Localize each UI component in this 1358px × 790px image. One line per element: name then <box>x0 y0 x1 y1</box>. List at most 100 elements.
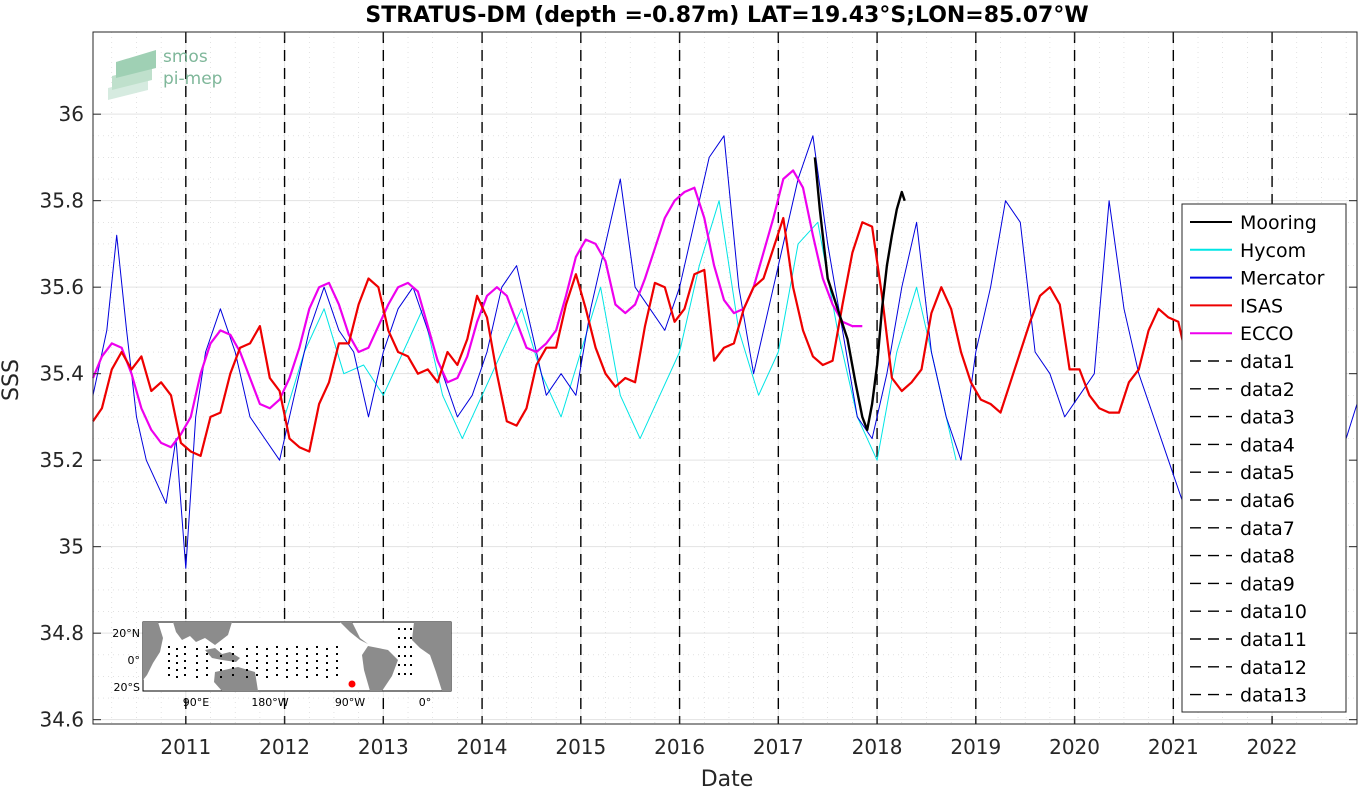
series-line-isas <box>92 216 1190 457</box>
legend: Mooring Hycom Mercator ISAS ECCO data1 data2 da… <box>1181 203 1347 713</box>
x-tick-label: 2016 <box>654 735 705 759</box>
inset-mooring-dot <box>256 646 258 648</box>
inset-mooring-dot <box>220 662 222 664</box>
inset-mooring-dot <box>256 653 258 655</box>
inset-mooring-dot <box>326 669 328 671</box>
x-tick-label: 2011 <box>160 735 211 759</box>
inset-mooring-dot <box>196 655 198 657</box>
inset-mooring-dot <box>276 660 278 662</box>
inset-mooring-dot <box>206 646 208 648</box>
inset-mooring-dot <box>404 628 406 630</box>
y-tick-label: 35.6 <box>39 275 84 299</box>
inset-mooring-dot <box>398 655 400 657</box>
inset-mooring-dot <box>398 628 400 630</box>
inset-mooring-dot <box>232 653 234 655</box>
inset-mooring-dot <box>176 655 178 657</box>
inset-mooring-dot <box>326 648 328 650</box>
inset-mooring-dot <box>296 674 298 676</box>
legend-label: data5 <box>1240 462 1295 484</box>
inset-mooring-dot <box>220 648 222 650</box>
inset-mooring-dot <box>266 648 268 650</box>
inset-mooring-dot <box>206 653 208 655</box>
inset-mooring-dot <box>296 667 298 669</box>
inset-land-west-africa <box>412 622 451 691</box>
inset-mooring-dot <box>276 653 278 655</box>
inset-land-australia <box>214 667 258 691</box>
inset-mooring-dot <box>232 646 234 648</box>
y-tick-label: 36 <box>59 102 84 126</box>
inset-lat-tick-20s: 20°S <box>114 681 140 694</box>
inset-land-asia <box>173 622 232 645</box>
inset-mooring-dot <box>184 667 186 669</box>
chart-title: STRATUS-DM (depth =-0.87m) LAT=19.43°S;L… <box>365 3 1088 28</box>
inset-mooring-dot <box>286 662 288 664</box>
legend-label: data13 <box>1240 685 1307 707</box>
inset-mooring-dot <box>306 655 308 657</box>
inset-mooring-dot <box>266 676 268 678</box>
logo-text-pimep: pi-mep <box>163 69 222 89</box>
inset-mooring-dot <box>232 660 234 662</box>
inset-mooring-dot <box>410 673 412 675</box>
legend-label: ISAS <box>1240 295 1283 317</box>
inset-mooring-dot <box>336 660 338 662</box>
y-tick-label: 35 <box>59 535 84 559</box>
inset-mooring-dot <box>266 655 268 657</box>
inset-land-central-america <box>340 622 368 644</box>
inset-mooring-dot <box>196 648 198 650</box>
legend-label: Mercator <box>1240 268 1325 290</box>
inset-mooring-dot <box>232 667 234 669</box>
inset-lon-tick-90w: 90°W <box>335 696 365 709</box>
inset-mooring-dot <box>196 676 198 678</box>
legend-label: Hycom <box>1240 240 1306 262</box>
inset-mooring-dot <box>410 664 412 666</box>
legend-label: data11 <box>1240 629 1307 651</box>
inset-mooring-dot <box>246 655 248 657</box>
inset-mooring-dot <box>286 648 288 650</box>
inset-mooring-dot <box>276 674 278 676</box>
inset-mooring-dot <box>410 655 412 657</box>
inset-mooring-dot <box>168 646 170 648</box>
inset-mooring-dot <box>296 646 298 648</box>
legend-label: data10 <box>1240 601 1307 623</box>
inset-mooring-dot <box>296 653 298 655</box>
inset-mooring-dot <box>176 676 178 678</box>
inset-mooring-dot <box>256 660 258 662</box>
y-tick-label: 35.8 <box>39 189 84 213</box>
inset-mooring-dot <box>410 646 412 648</box>
reference-lines <box>185 32 1273 724</box>
inset-mooring-dot <box>256 674 258 676</box>
inset-mooring-dot <box>168 674 170 676</box>
inset-mooring-dot <box>404 655 406 657</box>
inset-mooring-dot <box>206 667 208 669</box>
inset-lat-tick-0: 0° <box>128 654 141 667</box>
inset-mooring-dot <box>246 648 248 650</box>
inset-mooring-dot <box>184 646 186 648</box>
inset-mooring-dot <box>256 667 258 669</box>
y-axis-label: SSS <box>0 359 24 401</box>
inset-mooring-dot <box>404 664 406 666</box>
inset-mooring-dot <box>286 669 288 671</box>
inset-mooring-dot <box>336 667 338 669</box>
inset-mooring-dot <box>306 676 308 678</box>
inset-mooring-dot <box>336 646 338 648</box>
inset-mooring-dot <box>404 646 406 648</box>
logo: smos pi-mep <box>108 47 222 100</box>
inset-mooring-dot <box>220 669 222 671</box>
inset-mooring-dot <box>326 676 328 678</box>
series-line-mooring <box>813 157 906 432</box>
inset-mooring-dot <box>266 669 268 671</box>
series-line-hycom <box>284 200 957 461</box>
inset-location-marker <box>348 680 356 688</box>
inset-lon-tick-90e: 90°E <box>183 696 209 709</box>
inset-mooring-dot <box>286 676 288 678</box>
x-tick-label: 2012 <box>259 735 310 759</box>
inset-mooring-dot <box>176 669 178 671</box>
legend-label: data8 <box>1240 546 1295 568</box>
inset-mooring-dot <box>196 662 198 664</box>
inset-lon-tick-180w: 180°W <box>251 696 288 709</box>
x-tick-label: 2013 <box>358 735 409 759</box>
x-tick-label: 2014 <box>457 735 508 759</box>
inset-mooring-dot <box>398 673 400 675</box>
inset-mooring-dot <box>316 653 318 655</box>
